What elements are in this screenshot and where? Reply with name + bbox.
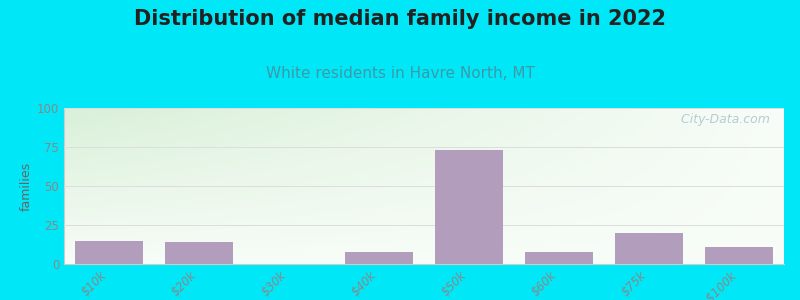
- Bar: [435, 150, 502, 264]
- Bar: [346, 251, 413, 264]
- Bar: [166, 242, 233, 264]
- Text: White residents in Havre North, MT: White residents in Havre North, MT: [266, 66, 534, 81]
- Bar: [75, 241, 142, 264]
- Bar: [526, 251, 593, 264]
- Text: Distribution of median family income in 2022: Distribution of median family income in …: [134, 9, 666, 29]
- Y-axis label: families: families: [20, 161, 33, 211]
- Bar: [615, 233, 682, 264]
- Text: City-Data.com: City-Data.com: [673, 113, 770, 126]
- Bar: [706, 247, 773, 264]
